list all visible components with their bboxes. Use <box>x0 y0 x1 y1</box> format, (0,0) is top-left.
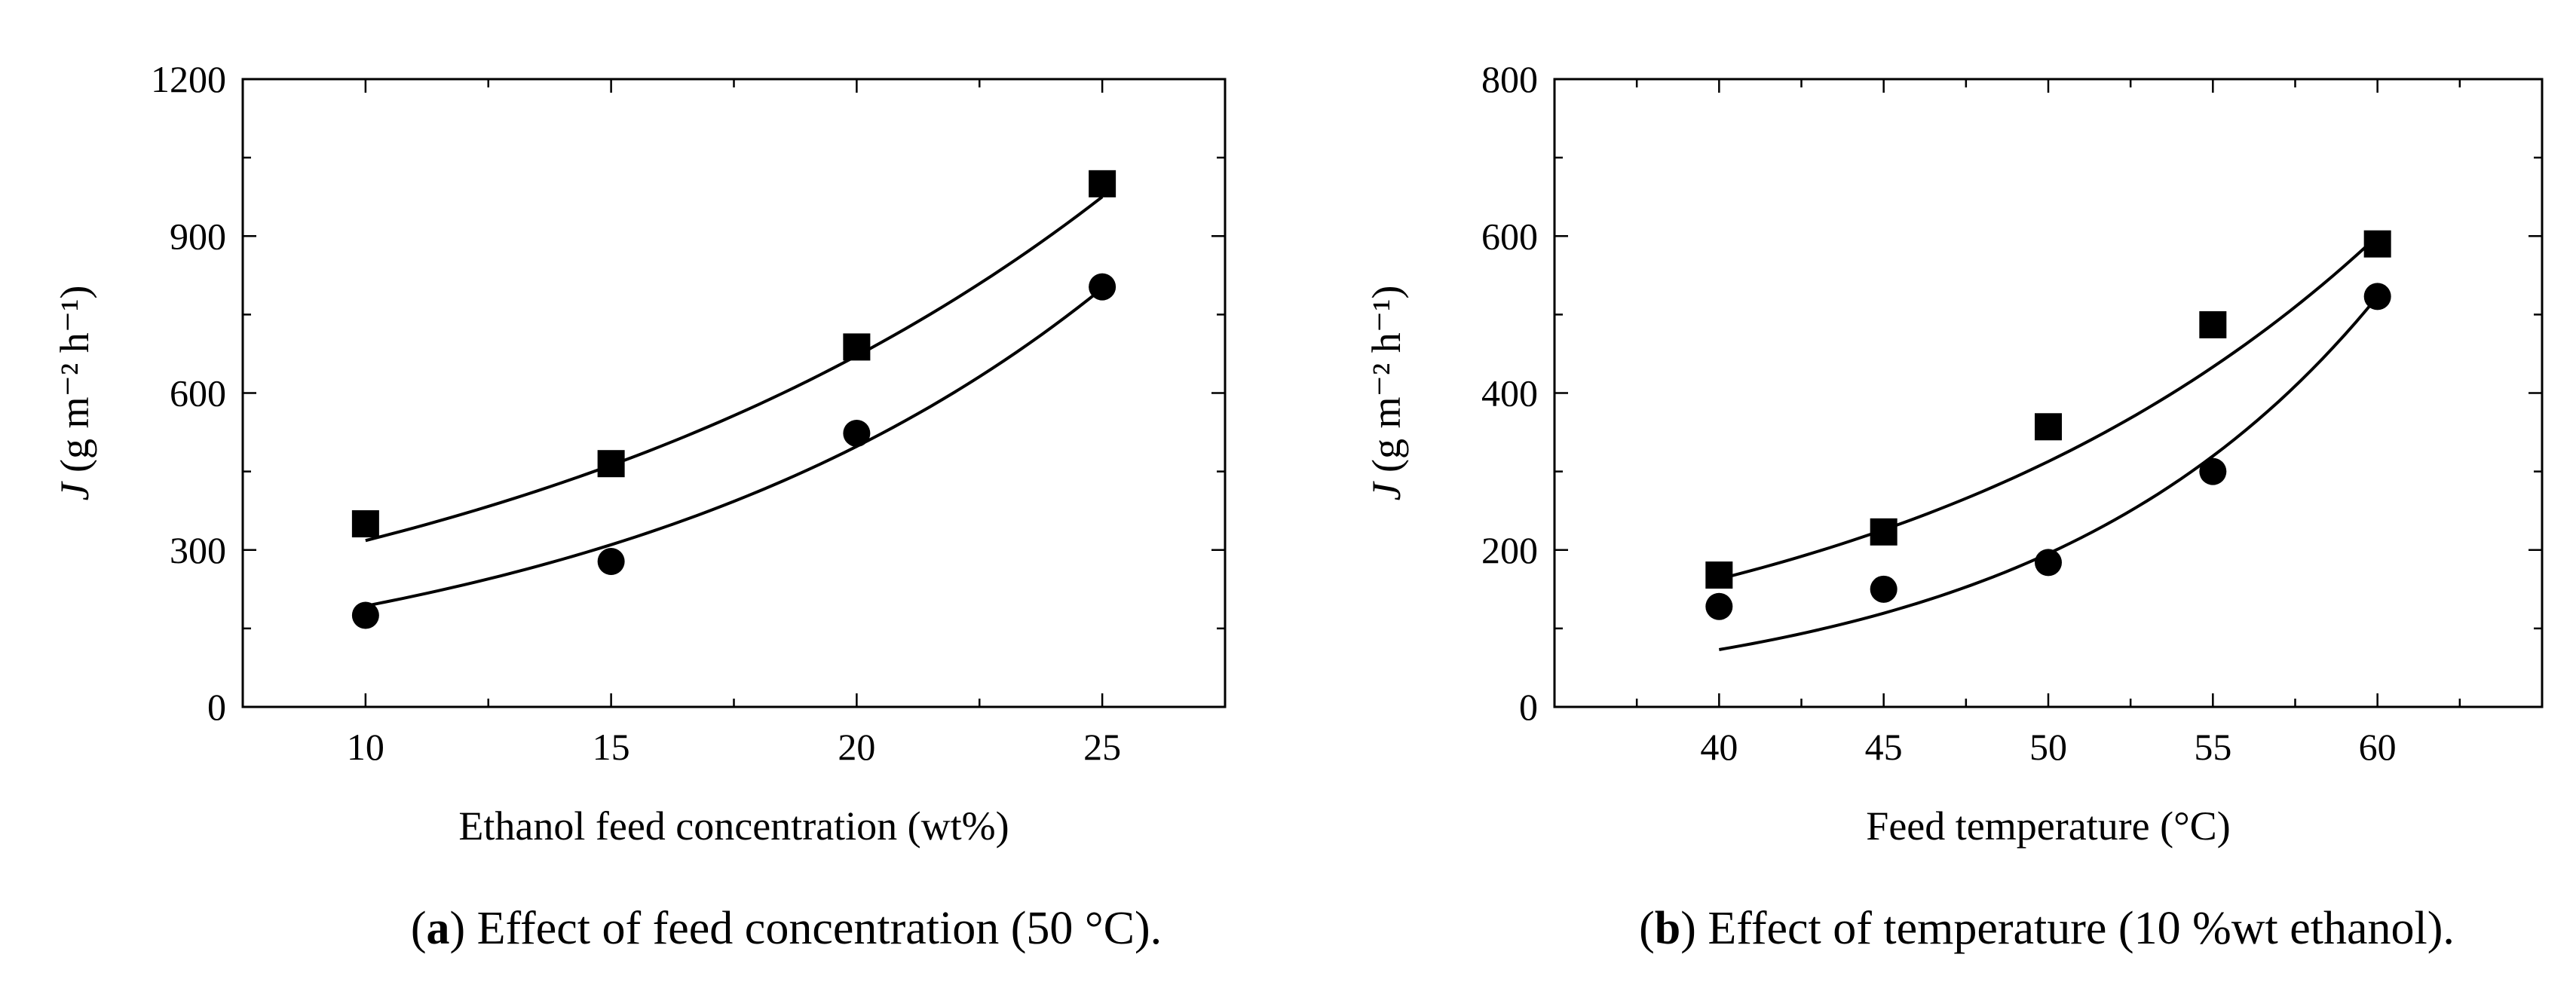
data-point-circle-b <box>2035 549 2062 577</box>
y-axis-label-symbol-b: J <box>1364 480 1409 500</box>
x-tick-label-b: 55 <box>2194 726 2231 768</box>
x-tick-label-b: 50 <box>2029 726 2067 768</box>
panel-a-chart: 10 15 20 25 0 300 600 900 1200 Ethanol feed conce… <box>52 58 1227 954</box>
data-point-square-a <box>1089 170 1116 197</box>
y-axis-label-unit-b: (g m⁻² h⁻¹) <box>1364 286 1409 473</box>
y-tick-label-a: 1200 <box>151 58 226 100</box>
caption-text-a: ) Effect of feed concentration (50 °C). <box>450 903 1162 954</box>
y-tick-label-b: 200 <box>1481 529 1538 571</box>
caption-open-paren-a: ( <box>411 903 427 954</box>
y-tick-label-a: 0 <box>207 686 226 728</box>
x-tick-label-a: 20 <box>838 726 875 768</box>
x-tick-label-b: 45 <box>1865 726 1903 768</box>
data-point-circle-b <box>2363 283 2391 310</box>
y-axis-label-a: J (g m⁻² h⁻¹) <box>52 286 97 501</box>
y-axis-label-space-a <box>52 473 97 483</box>
data-point-square-b <box>2363 230 2391 258</box>
x-tick-label-a: 10 <box>347 726 384 768</box>
y-axis-label-unit-a: (g m⁻² h⁻¹) <box>52 286 97 473</box>
data-point-circle-b <box>2199 457 2227 485</box>
data-point-square-a <box>597 450 625 478</box>
y-tick-label-b: 600 <box>1481 215 1538 257</box>
y-tick-label-b: 0 <box>1519 686 1538 728</box>
data-point-square-b <box>2199 310 2227 338</box>
x-tick-label-b: 60 <box>2359 726 2397 768</box>
fit-curve-circles-a <box>365 287 1104 607</box>
data-point-circle-a <box>1089 273 1116 301</box>
x-tick-label-b: 40 <box>1700 726 1738 768</box>
caption-label-a: a <box>427 903 450 954</box>
y-axis-label-b: J (g m⁻² h⁻¹) <box>1364 286 1409 501</box>
y-axis-label-symbol-a: J <box>52 480 97 500</box>
data-point-square-b <box>1870 518 1898 546</box>
fit-curve-squares-a <box>365 195 1104 543</box>
data-point-circle-b <box>1870 575 1898 603</box>
y-tick-label-b: 400 <box>1481 372 1538 414</box>
caption-b: (b) Effect of temperature (10 %wt ethano… <box>1639 903 2455 954</box>
x-tick-label-a: 15 <box>593 726 630 768</box>
plot-frame-b <box>1553 78 2544 708</box>
data-point-circle-b <box>1705 592 1733 620</box>
x-axis-label-a: Ethanol feed concentration (wt%) <box>458 803 1009 849</box>
y-tick-label-a: 300 <box>170 529 226 571</box>
data-point-square-a <box>843 333 871 361</box>
caption-a: (a) Effect of feed concentration (50 °C)… <box>411 903 1162 954</box>
data-point-square-a <box>351 510 379 538</box>
y-axis-label-space-b <box>1364 473 1409 483</box>
y-tick-label-a: 900 <box>170 215 226 257</box>
caption-label-b: b <box>1655 903 1680 954</box>
plot-frame-a <box>241 78 1227 708</box>
y-tick-label-a: 600 <box>170 372 226 414</box>
caption-open-paren-b: ( <box>1639 903 1655 954</box>
x-tick-label-a: 25 <box>1083 726 1121 768</box>
data-point-circle-a <box>843 419 871 447</box>
y-tick-label-b: 800 <box>1481 58 1538 100</box>
data-point-square-b <box>2035 413 2062 441</box>
data-point-square-b <box>1705 561 1733 589</box>
data-point-circle-a <box>597 548 625 576</box>
fit-curve-circles-b <box>1718 295 2379 651</box>
caption-text-b: ) Effect of temperature (10 %wt ethanol)… <box>1680 903 2455 954</box>
data-point-circle-a <box>351 601 379 629</box>
x-axis-label-b: Feed temperature (°C) <box>1866 803 2230 849</box>
fit-curve-squares-b <box>1718 234 2379 581</box>
